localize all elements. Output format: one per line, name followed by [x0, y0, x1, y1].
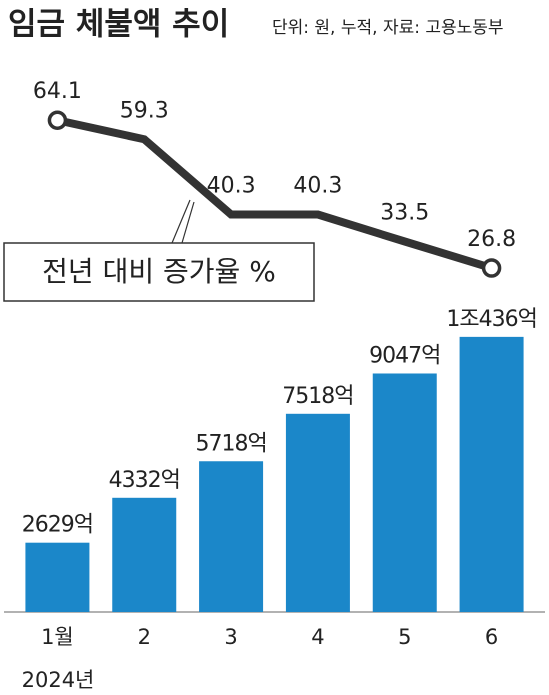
- line-value-label: 40.3: [293, 174, 342, 199]
- line-series: [56, 116, 493, 272]
- line-end-marker: [481, 258, 502, 278]
- bar-value-label: 1조436억: [446, 307, 536, 332]
- line-label-box: [3, 242, 315, 302]
- bar: [372, 373, 437, 612]
- bar: [112, 497, 177, 612]
- line-value-label: 59.3: [120, 98, 169, 123]
- line-series-name: 전년 대비 증가율 %: [42, 255, 276, 288]
- bar-value-label: 7518억: [282, 384, 353, 409]
- bar: [25, 542, 90, 612]
- x-tick-label: 6: [485, 625, 498, 649]
- callout-line: [171, 199, 191, 244]
- bar: [285, 413, 350, 612]
- line-value-label: 40.3: [207, 174, 256, 199]
- x-tick-label: 1월: [41, 625, 74, 649]
- x-tick-label: 3: [224, 625, 237, 649]
- bar-value-label: 9047억: [369, 343, 440, 368]
- callout-line: [181, 201, 195, 244]
- bar-value-label: 2629억: [22, 513, 93, 538]
- x-tick-label: 2: [138, 625, 151, 649]
- line-value-label: 64.1: [33, 79, 82, 104]
- chart-subtitle: 단위: 원, 누적, 자료: 고용노동부: [272, 18, 504, 38]
- line-value-label: 26.8: [467, 227, 516, 252]
- chart-title: 임금 체불액 추이: [8, 7, 229, 43]
- line-end-marker: [47, 110, 68, 130]
- bar-value-label: 5718억: [195, 431, 266, 456]
- year-label: 2024년: [22, 668, 95, 692]
- bar: [459, 336, 524, 612]
- bar-value-label: 4332억: [109, 468, 180, 493]
- line-value-label: 33.5: [380, 201, 429, 226]
- x-tick-label: 5: [398, 625, 411, 649]
- bar: [199, 461, 264, 612]
- x-tick-label: 4: [311, 625, 324, 649]
